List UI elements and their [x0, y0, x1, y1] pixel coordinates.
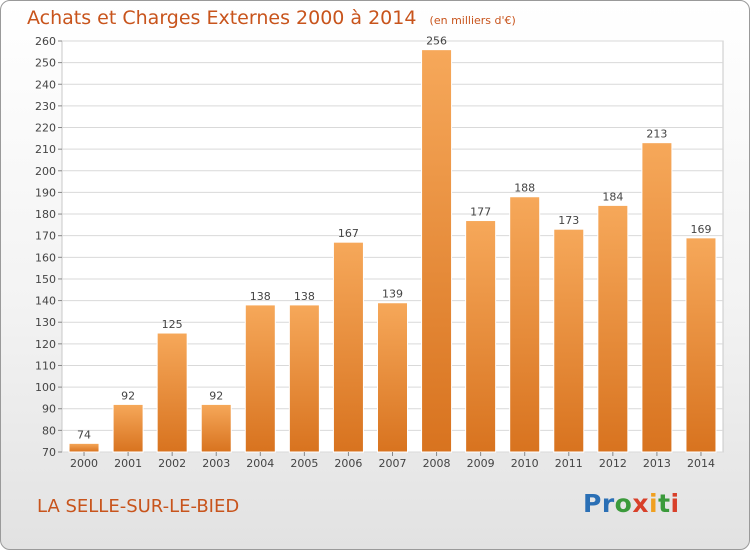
data-label: 256: [426, 35, 447, 48]
bar: [465, 220, 497, 453]
x-tick-label: 2001: [114, 457, 142, 470]
y-tick-label: 100: [35, 381, 56, 394]
bar: [685, 237, 717, 453]
x-tick-label: 2003: [202, 457, 230, 470]
y-tick-label: 250: [35, 57, 56, 70]
data-label: 213: [646, 128, 667, 141]
x-tick-label: 2006: [334, 457, 362, 470]
y-tick-label: 220: [35, 122, 56, 135]
logo-letter: P: [583, 489, 602, 518]
chart-title: Achats et Charges Externes 2000 à 2014: [27, 7, 417, 29]
x-tick-label: 2010: [511, 457, 539, 470]
data-label: 125: [162, 318, 183, 331]
y-tick-label: 80: [42, 424, 56, 437]
data-label: 169: [690, 223, 711, 236]
data-label: 92: [121, 389, 135, 402]
logo-letter: r: [601, 489, 615, 518]
y-tick-label: 190: [35, 186, 56, 199]
y-tick-label: 150: [35, 273, 56, 286]
data-label: 173: [558, 214, 579, 227]
bar: [288, 304, 320, 453]
y-tick-label: 180: [35, 208, 56, 221]
data-label: 139: [382, 288, 403, 301]
y-tick-label: 260: [35, 35, 56, 48]
x-tick-label: 2007: [379, 457, 407, 470]
logo-letter: x: [632, 489, 649, 518]
y-tick-label: 200: [35, 165, 56, 178]
y-tick-label: 110: [35, 359, 56, 372]
x-tick-label: 2009: [467, 457, 495, 470]
x-tick-label: 2013: [643, 457, 671, 470]
logo-letter: o: [614, 489, 633, 518]
bar: [377, 302, 408, 453]
bar: [112, 403, 144, 453]
data-label: 138: [294, 290, 315, 303]
x-tick-label: 2002: [158, 457, 186, 470]
x-tick-label: 2012: [599, 457, 627, 470]
x-tick-label: 2014: [687, 457, 715, 470]
bar: [421, 49, 453, 453]
y-tick-label: 140: [35, 295, 56, 308]
x-tick-label: 2000: [70, 457, 98, 470]
bar: [509, 196, 541, 453]
y-tick-label: 230: [35, 100, 56, 113]
chart-unit: (en milliers d'€): [429, 14, 516, 27]
logo-letter: i: [649, 489, 659, 518]
logo-letter: i: [670, 489, 680, 518]
y-tick-label: 120: [35, 338, 56, 351]
data-label: 188: [514, 182, 535, 195]
y-tick-label: 170: [35, 230, 56, 243]
proxiti-logo: Proxiti: [583, 489, 680, 518]
x-tick-label: 2004: [246, 457, 274, 470]
y-tick-label: 70: [42, 446, 56, 459]
data-label: 74: [77, 428, 91, 441]
bar: [641, 142, 673, 453]
data-label: 138: [250, 290, 271, 303]
bar: [332, 241, 364, 453]
bar: [200, 403, 232, 453]
bar: [68, 442, 100, 453]
location-name: LA SELLE-SUR-LE-BIED: [37, 496, 240, 517]
bar: [597, 204, 629, 453]
x-tick-label: 2011: [555, 457, 583, 470]
bar: [156, 332, 188, 453]
y-tick-label: 160: [35, 251, 56, 264]
logo-letter: t: [658, 489, 671, 518]
data-label: 177: [470, 206, 491, 219]
bar: [244, 304, 276, 453]
x-tick-label: 2005: [290, 457, 318, 470]
y-tick-label: 130: [35, 316, 56, 329]
x-tick-label: 2008: [423, 457, 451, 470]
y-tick-label: 210: [35, 143, 56, 156]
title-row: Achats et Charges Externes 2000 à 2014 (…: [27, 7, 516, 29]
data-label: 167: [338, 227, 359, 240]
data-label: 184: [602, 190, 623, 203]
y-tick-label: 240: [35, 78, 56, 91]
y-tick-label: 90: [42, 403, 56, 416]
bar: [553, 228, 585, 453]
data-label: 92: [209, 389, 223, 402]
